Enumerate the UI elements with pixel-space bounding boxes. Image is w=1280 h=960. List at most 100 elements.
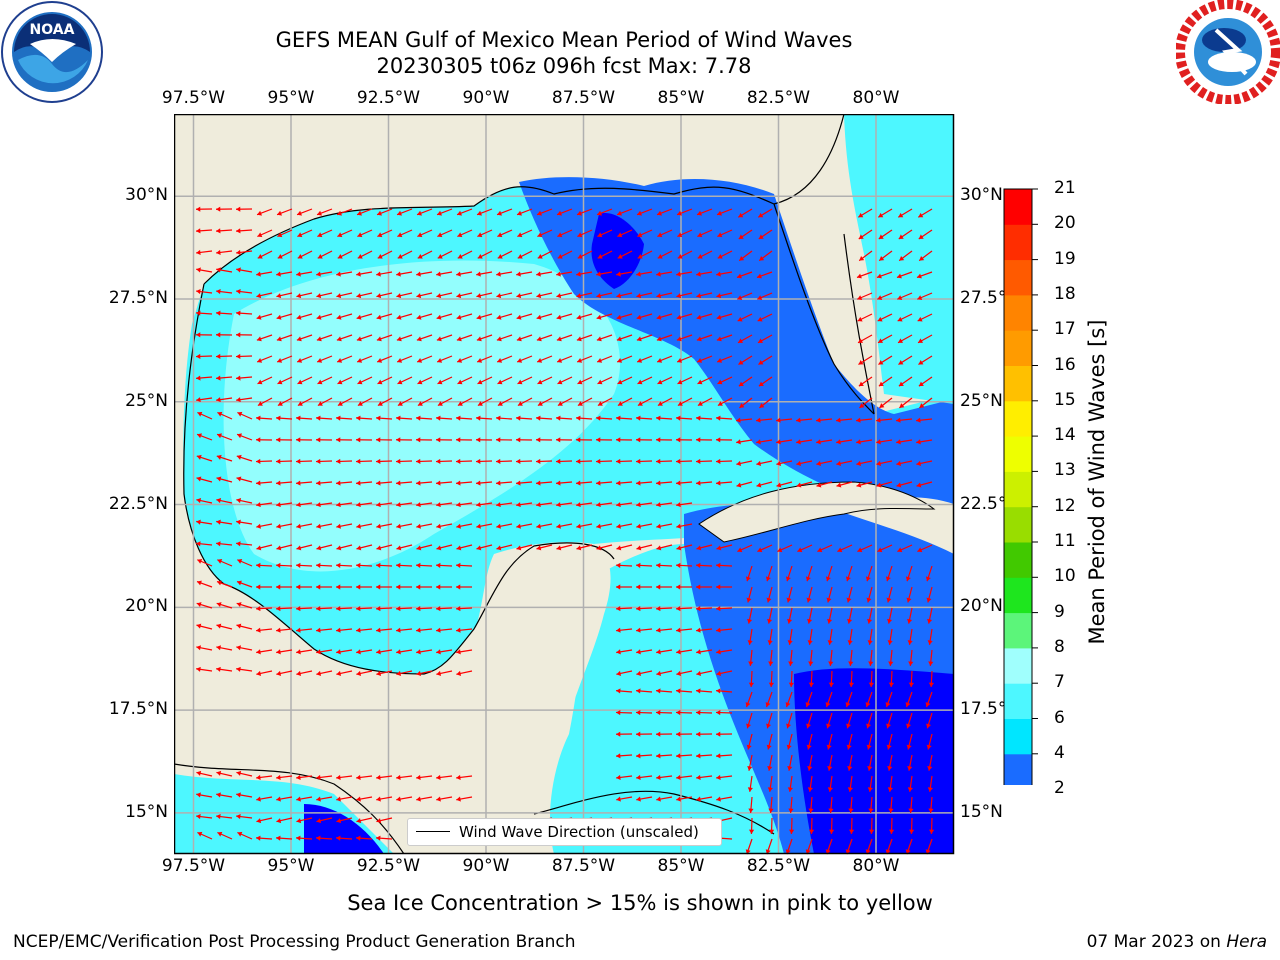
wind-arrow-head: [236, 770, 242, 776]
wind-arrow-head: [816, 439, 821, 445]
wind-arrow-head: [496, 502, 501, 508]
wind-arrow-head: [906, 744, 912, 750]
wind-arrow-head: [805, 576, 811, 582]
colorbar-segment: [1004, 224, 1032, 261]
wind-arrow-head: [516, 437, 521, 443]
wind-arrow-head: [636, 688, 641, 694]
wind-arrow-head: [536, 545, 542, 551]
wind-arrow-head: [738, 338, 744, 343]
wind-arrow-head: [396, 670, 402, 676]
wind-arrow-head: [397, 401, 403, 406]
wind-arrow-head: [536, 458, 541, 464]
wind-arrow-head: [557, 379, 563, 385]
wind-arrow-head: [376, 437, 381, 443]
wind-arrow-head: [596, 480, 601, 486]
wind-arrow-head: [816, 417, 821, 423]
wind-arrow-head: [758, 234, 764, 239]
wind-arrow-head: [497, 379, 503, 385]
wind-arrow-head: [576, 336, 582, 342]
wind-arrow-head: [596, 415, 601, 421]
wind-arrow-head: [236, 454, 242, 460]
wind-arrow-head: [356, 502, 361, 508]
wind-arrow-head: [217, 831, 223, 837]
wind-arrow-head: [676, 774, 681, 780]
wind-arrow-head: [597, 210, 602, 216]
wind-arrow-head: [476, 545, 482, 551]
wind-arrow-head: [257, 379, 263, 385]
wind-arrow-head: [336, 835, 341, 841]
wind-arrow-head: [657, 210, 662, 216]
wind-arrow-head: [596, 336, 602, 342]
colorbar-tick-label: 20: [1054, 213, 1076, 234]
wind-arrow-head: [396, 649, 401, 655]
wind-arrow-head: [296, 545, 302, 551]
wind-arrow-head: [436, 314, 442, 320]
credit-text: NCEP/EMC/Verification Post Processing Pr…: [13, 932, 576, 952]
wind-arrow-head: [898, 381, 904, 387]
wind-arrow-head: [918, 381, 924, 387]
wind-arrow-head: [437, 210, 442, 216]
wind-arrow-head: [676, 649, 681, 655]
wind-arrow-head: [557, 210, 562, 216]
wind-arrow-head: [677, 210, 682, 216]
wind-arrow-head: [716, 796, 721, 802]
wind-arrow-head: [617, 357, 623, 363]
wind-arrow-head: [636, 271, 641, 277]
wind-arrow-head: [858, 381, 864, 387]
wind-arrow-head: [536, 502, 541, 508]
wind-arrow-head: [256, 502, 261, 508]
wind-arrow-head: [636, 753, 641, 759]
wind-arrow-head: [396, 502, 401, 508]
wind-arrow-head: [796, 439, 801, 445]
wind-arrow-head: [337, 210, 342, 216]
wind-arrow-head: [896, 417, 901, 423]
wind-arrow-head: [316, 336, 322, 342]
wind-arrow-head: [697, 210, 702, 216]
map-panel: [174, 114, 955, 855]
wind-arrow-head: [496, 437, 501, 443]
wind-arrow-head: [576, 271, 581, 277]
wind-arrow-head: [416, 584, 421, 590]
wind-arrow-head: [577, 379, 583, 385]
wind-arrow-head: [376, 818, 382, 824]
wind-arrow-head: [356, 415, 361, 421]
wind-arrow-head: [437, 232, 443, 238]
wind-arrow-head: [696, 688, 701, 694]
wind-arrow-head: [716, 584, 721, 590]
wind-arrow-head: [456, 336, 462, 342]
wind-arrow-head: [356, 818, 362, 824]
wind-arrow-head: [636, 710, 641, 716]
wind-arrow-head: [236, 541, 241, 547]
wind-arrow-head: [865, 576, 871, 582]
wind-arrow-head: [257, 210, 262, 216]
wind-arrow-head: [907, 766, 913, 771]
wind-arrow-head: [697, 254, 703, 259]
wind-arrow-head: [908, 808, 914, 813]
wind-arrow-head: [656, 710, 661, 716]
wind-arrow-head: [436, 336, 442, 342]
wind-arrow-head: [556, 271, 561, 277]
legend-label: Wind Wave Direction (unscaled): [459, 823, 699, 841]
wind-arrow-head: [676, 458, 681, 464]
wind-arrow-head: [396, 606, 401, 612]
wind-arrow-head: [517, 379, 523, 385]
wind-arrow-head: [847, 766, 853, 771]
wind-arrow-head: [676, 502, 681, 508]
wind-arrow-head: [336, 314, 342, 320]
wind-arrow-head: [616, 606, 621, 612]
wind-arrow-head: [766, 744, 772, 750]
wind-arrow-head: [196, 498, 202, 504]
lon-tick-label-bottom: 80°W: [852, 856, 900, 876]
wind-arrow-head: [556, 545, 562, 551]
wind-arrow-head: [196, 623, 202, 629]
wind-arrow-head: [316, 818, 322, 824]
wind-arrow-head: [256, 796, 261, 802]
wind-arrow-head: [556, 336, 562, 342]
wind-arrow-head: [867, 766, 873, 771]
wind-arrow-head: [656, 271, 661, 277]
wind-arrow-head: [696, 437, 701, 443]
wind-arrow-head: [416, 796, 421, 802]
wind-arrow-head: [909, 829, 915, 834]
wind-wave-arrows: [195, 206, 935, 855]
wind-arrow-head: [216, 645, 221, 651]
